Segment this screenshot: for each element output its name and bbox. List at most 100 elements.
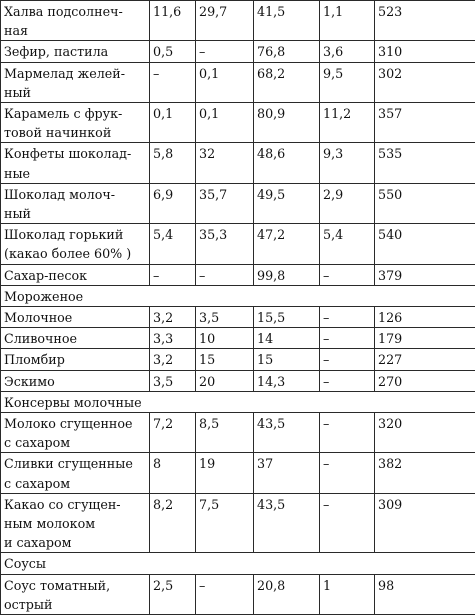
section-row: Соусы [1, 553, 475, 574]
value-cell-5: 382 [375, 453, 475, 493]
value-cell-3: 48,6 [254, 143, 320, 183]
product-name-cell: Эскимо [1, 370, 150, 391]
value-cell-1: 5,8 [150, 143, 196, 183]
value-cell-1: 8 [150, 453, 196, 493]
value-cell-2: – [196, 264, 254, 285]
value-cell-1: 0,5 [150, 41, 196, 62]
product-name-cell: Сливочное [1, 328, 150, 349]
value-cell-1: 2,5 [150, 574, 196, 614]
value-cell-5: 523 [375, 1, 475, 41]
product-name-cell: Пломбир [1, 349, 150, 370]
product-name-cell: Халва подсолнеч-ная [1, 1, 150, 41]
value-cell-3: 15 [254, 349, 320, 370]
product-name-cell: Карамель с фрук-товой начинкой [1, 103, 150, 143]
value-cell-3: 76,8 [254, 41, 320, 62]
value-cell-3: 49,5 [254, 183, 320, 223]
value-cell-1: 3,2 [150, 307, 196, 328]
value-cell-2: 15 [196, 349, 254, 370]
table-row: Шоколад горький(какао более 60% ) 5,4 35,3… [1, 224, 475, 264]
value-cell-4: – [320, 493, 375, 553]
value-cell-2: 10 [196, 328, 254, 349]
value-cell-5: 126 [375, 307, 475, 328]
value-cell-5: 227 [375, 349, 475, 370]
value-cell-4: 3,6 [320, 41, 375, 62]
value-cell-5: 302 [375, 62, 475, 102]
product-name-cell: Шоколад молоч-ный [1, 183, 150, 223]
section-title: Консервы молочные [1, 391, 475, 412]
product-name-cell: Сахар-песок [1, 264, 150, 285]
value-cell-3: 68,2 [254, 62, 320, 102]
value-cell-5: 309 [375, 493, 475, 553]
value-cell-1: 11,6 [150, 1, 196, 41]
value-cell-4: 9,5 [320, 62, 375, 102]
value-cell-4: 2,9 [320, 183, 375, 223]
value-cell-2: – [196, 41, 254, 62]
value-cell-3: 43,5 [254, 413, 320, 453]
value-cell-4: – [320, 370, 375, 391]
value-cell-3: 43,5 [254, 493, 320, 553]
value-cell-2: 3,5 [196, 307, 254, 328]
value-cell-3: 15,5 [254, 307, 320, 328]
product-name-cell: Шоколад горький(какао более 60% ) [1, 224, 150, 264]
value-cell-1: 3,5 [150, 370, 196, 391]
value-cell-2: – [196, 574, 254, 614]
section-title: Соусы [1, 553, 475, 574]
value-cell-1: 7,2 [150, 413, 196, 453]
value-cell-4: – [320, 328, 375, 349]
value-cell-5: 550 [375, 183, 475, 223]
value-cell-3: 80,9 [254, 103, 320, 143]
value-cell-4: – [320, 264, 375, 285]
value-cell-4: 5,4 [320, 224, 375, 264]
value-cell-4: – [320, 453, 375, 493]
value-cell-3: 41,5 [254, 1, 320, 41]
value-cell-5: 379 [375, 264, 475, 285]
value-cell-5: 535 [375, 143, 475, 183]
value-cell-5: 98 [375, 574, 475, 614]
value-cell-4: 1,1 [320, 1, 375, 41]
value-cell-4: – [320, 413, 375, 453]
value-cell-3: 37 [254, 453, 320, 493]
value-cell-5: 179 [375, 328, 475, 349]
product-name-cell: Конфеты шоколад-ные [1, 143, 150, 183]
value-cell-2: 29,7 [196, 1, 254, 41]
value-cell-5: 540 [375, 224, 475, 264]
value-cell-2: 8,5 [196, 413, 254, 453]
product-name-cell: Зефир, пастила [1, 41, 150, 62]
value-cell-4: 9,3 [320, 143, 375, 183]
value-cell-5: 270 [375, 370, 475, 391]
value-cell-3: 47,2 [254, 224, 320, 264]
value-cell-1: – [150, 264, 196, 285]
value-cell-2: 20 [196, 370, 254, 391]
value-cell-2: 35,3 [196, 224, 254, 264]
section-row: Мороженое [1, 285, 475, 306]
value-cell-3: 14,3 [254, 370, 320, 391]
value-cell-4: – [320, 349, 375, 370]
value-cell-2: 0,1 [196, 62, 254, 102]
product-name-cell: Мармелад желей-ный [1, 62, 150, 102]
value-cell-4: 11,2 [320, 103, 375, 143]
product-name-cell: Молочное [1, 307, 150, 328]
value-cell-1: 6,9 [150, 183, 196, 223]
value-cell-3: 20,8 [254, 574, 320, 614]
value-cell-2: 19 [196, 453, 254, 493]
value-cell-3: 99,8 [254, 264, 320, 285]
